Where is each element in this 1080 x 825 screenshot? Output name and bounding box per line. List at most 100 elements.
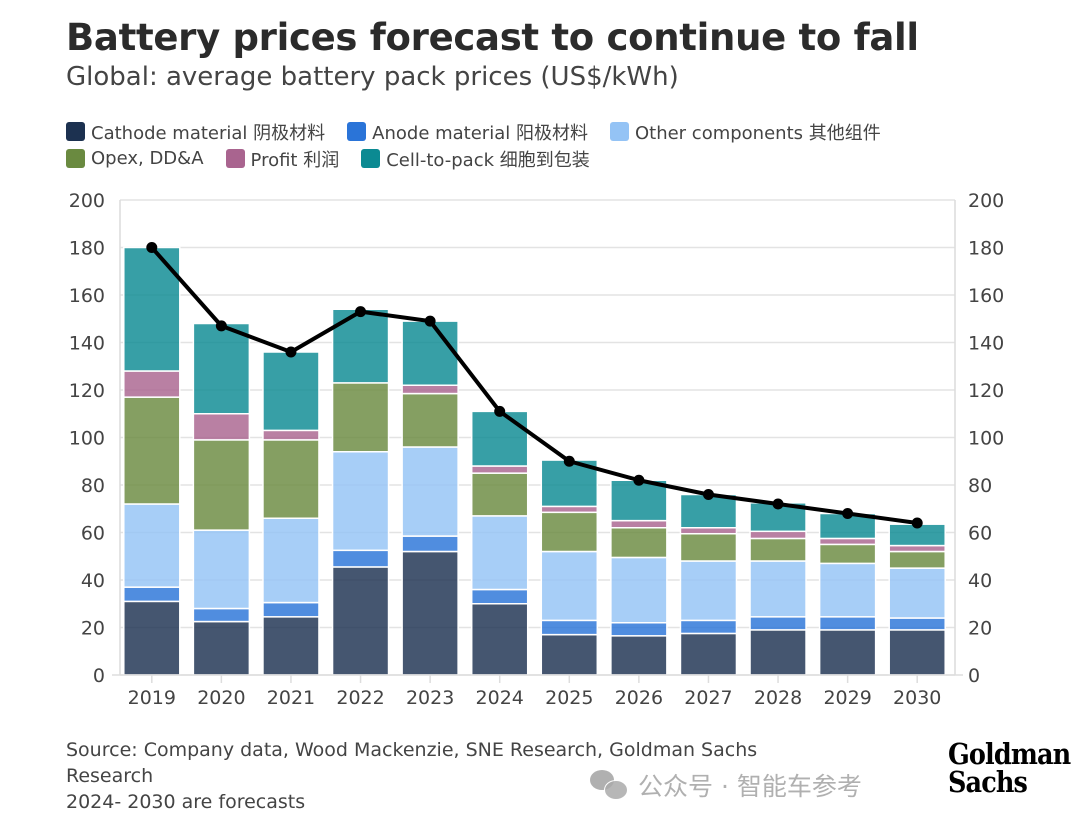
bar-segment-0 bbox=[540, 633, 599, 676]
line-point bbox=[633, 474, 645, 486]
bar-segment-0 bbox=[331, 566, 390, 676]
bar-segment-4 bbox=[401, 384, 459, 395]
wechat-icon bbox=[590, 770, 628, 800]
y-tick-label-left: 180 bbox=[69, 238, 105, 260]
y-tick-label-left: 160 bbox=[69, 285, 105, 307]
bar-segment-2 bbox=[679, 560, 738, 622]
y-tick-label-left: 20 bbox=[81, 618, 105, 640]
y-tick-label-left: 0 bbox=[93, 665, 105, 687]
source-note: Source: Company data, Wood Mackenzie, SN… bbox=[66, 737, 826, 815]
y-tick-label-right: 0 bbox=[968, 665, 980, 687]
x-tick-label: 2027 bbox=[684, 687, 732, 709]
legend-label: Profit 利润 bbox=[250, 149, 340, 171]
bar-segment-3 bbox=[192, 439, 251, 531]
y-tick-label-left: 40 bbox=[81, 570, 105, 592]
bar-segment-3 bbox=[540, 511, 599, 553]
legend-label: Anode material 阳极材料 bbox=[372, 122, 588, 144]
bar-segment-5 bbox=[470, 410, 529, 467]
bar-segment-3 bbox=[610, 527, 668, 559]
x-tick-label: 2022 bbox=[336, 687, 384, 709]
watermark-text: 公众号 · 智能车参考 bbox=[638, 772, 862, 801]
bar-segment-3 bbox=[888, 550, 946, 569]
x-tick-label: 2029 bbox=[823, 687, 871, 709]
y-tick-label-left: 140 bbox=[69, 333, 105, 355]
legend-swatch bbox=[66, 149, 85, 168]
y-tick-label-right: 20 bbox=[968, 618, 992, 640]
x-tick-label: 2028 bbox=[754, 687, 802, 709]
bar-segment-5 bbox=[262, 351, 320, 432]
x-tick-label: 2024 bbox=[476, 687, 524, 709]
bar-segment-2 bbox=[331, 451, 390, 552]
bar-segment-0 bbox=[749, 629, 807, 676]
legend-swatch bbox=[609, 122, 629, 141]
x-tick-label: 2023 bbox=[406, 687, 454, 709]
line-point bbox=[424, 315, 436, 327]
y-tick-label-right: 180 bbox=[968, 238, 1004, 260]
bar-segment-2 bbox=[262, 517, 320, 604]
bar-segment-1 bbox=[749, 616, 807, 631]
legend-item-cell-to-pack: Cell-to-pack 细胞到包装 bbox=[361, 146, 590, 172]
bar-segment-2 bbox=[192, 529, 251, 610]
watermark: 公众号 · 智能车参考 bbox=[590, 767, 862, 803]
bar-segment-2 bbox=[123, 503, 181, 588]
legend-swatch bbox=[225, 149, 245, 168]
bar-segment-4 bbox=[470, 465, 529, 474]
bar-segment-4 bbox=[610, 519, 668, 529]
y-tick-label-left: 200 bbox=[69, 190, 105, 212]
bar-segment-0 bbox=[818, 629, 877, 676]
bar-segment-3 bbox=[401, 392, 459, 448]
legend-item-other: Other components 其他组件 bbox=[609, 119, 881, 145]
bar-segment-3 bbox=[123, 396, 181, 505]
y-tick-label-left: 100 bbox=[69, 428, 105, 450]
bar-segment-4 bbox=[888, 544, 946, 553]
bar-segment-1 bbox=[888, 617, 946, 631]
y-tick-label-left: 80 bbox=[81, 475, 105, 497]
goldman-sachs-logo: Goldman Sachs bbox=[948, 737, 1071, 799]
bar-segment-0 bbox=[470, 603, 529, 676]
y-tick-label-right: 100 bbox=[968, 428, 1004, 450]
bar-segment-3 bbox=[262, 439, 320, 519]
x-tick-label: 2019 bbox=[128, 687, 176, 709]
y-tick-label-right: 140 bbox=[968, 333, 1004, 355]
total-price-line bbox=[150, 246, 918, 525]
bar-segment-3 bbox=[331, 382, 390, 453]
y-tick-label-right: 160 bbox=[968, 285, 1004, 307]
bar-segment-1 bbox=[818, 616, 877, 631]
bar-segment-2 bbox=[470, 515, 529, 591]
legend-swatch bbox=[66, 122, 85, 141]
y-tick-label-left: 60 bbox=[81, 523, 105, 545]
line-point bbox=[215, 320, 227, 332]
line-point bbox=[842, 508, 854, 519]
y-tick-label-left: 120 bbox=[69, 380, 105, 402]
legend-swatch bbox=[347, 122, 367, 141]
bar-segment-1 bbox=[192, 607, 251, 623]
chart-subtitle: Global: average battery pack prices (US$… bbox=[66, 62, 679, 92]
legend-label: Cathode material 阴极材料 bbox=[91, 122, 326, 144]
bar-segment-4 bbox=[192, 413, 251, 441]
line-point bbox=[146, 242, 158, 253]
source-line-1: Source: Company data, Wood Mackenzie, SN… bbox=[66, 739, 758, 761]
bar-segment-4 bbox=[679, 527, 738, 535]
bar-segment-0 bbox=[262, 616, 320, 676]
line-point bbox=[911, 517, 923, 529]
legend-label: Cell-to-pack 细胞到包装 bbox=[386, 149, 590, 171]
legend-item-opex: Opex, DD&A bbox=[66, 148, 204, 169]
x-tick-label: 2026 bbox=[615, 687, 663, 709]
legend-item-profit: Profit 利润 bbox=[225, 146, 340, 172]
x-tick-label: 2021 bbox=[267, 687, 315, 709]
x-tick-label: 2025 bbox=[545, 687, 593, 709]
bar-segment-5 bbox=[331, 308, 390, 384]
legend: Cathode material 阴极材料 Anode material 阳极材… bbox=[66, 118, 1046, 172]
chart-title: Battery prices forecast to continue to f… bbox=[66, 16, 919, 59]
bar-segment-4 bbox=[749, 530, 807, 540]
bar-segment-2 bbox=[749, 560, 807, 618]
legend-swatch bbox=[361, 149, 381, 168]
bar-segment-1 bbox=[470, 588, 529, 605]
bar-segment-2 bbox=[540, 550, 599, 622]
bar-segment-1 bbox=[331, 549, 390, 568]
bar-segment-0 bbox=[192, 620, 251, 676]
bar-segment-1 bbox=[540, 619, 599, 636]
bar-segment-2 bbox=[401, 446, 459, 537]
y-tick-label-right: 120 bbox=[968, 380, 1004, 402]
